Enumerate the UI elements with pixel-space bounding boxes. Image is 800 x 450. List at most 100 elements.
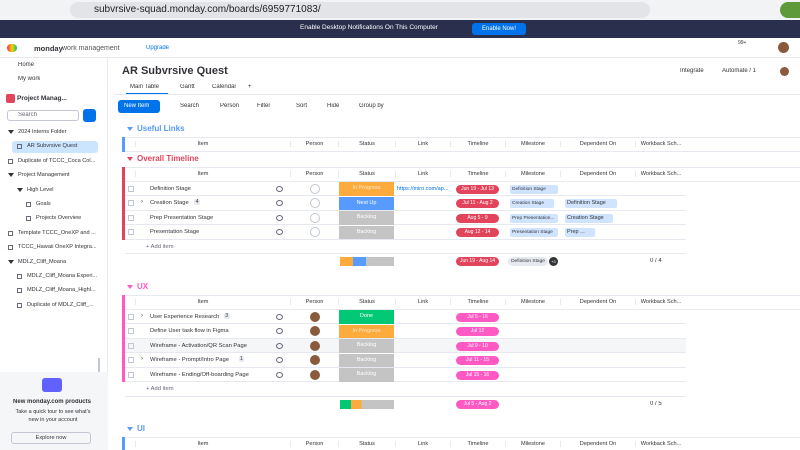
timeline: Jul 11 - Aug 2	[456, 199, 499, 208]
update-icon[interactable]	[276, 328, 283, 334]
update-icon[interactable]	[276, 200, 283, 206]
column-header: Dependent On	[560, 141, 635, 147]
person-avatar	[310, 198, 320, 208]
home[interactable]: Home	[18, 62, 35, 68]
sidebar-item[interactable]: Goals	[36, 201, 51, 207]
person-avatar	[310, 340, 320, 351]
row	[125, 225, 686, 240]
board-icon	[17, 144, 22, 150]
group-caret	[127, 427, 133, 431]
summary-timeline: Jun 19 - Aug 14	[456, 257, 499, 266]
add-item-row	[125, 382, 686, 397]
sidebar-item[interactable]: MDLZ_Cliff_Moana_Highl...	[27, 287, 96, 294]
row-checkbox	[128, 214, 134, 221]
logo	[7, 44, 17, 52]
sidebar-item[interactable]: Duplicate of MDLZ_Cliff_...	[27, 301, 94, 308]
sidebar-item[interactable]: 2024 Interns Folder	[18, 129, 67, 135]
integrate[interactable]: Integrate	[680, 68, 704, 74]
workspace[interactable]: Project Manag...	[17, 95, 67, 102]
sidebar-item[interactable]: AR Subvrsive Quest	[27, 143, 78, 150]
subitem-count: 3	[223, 312, 230, 319]
row-checkbox	[128, 229, 134, 235]
promo-icon	[42, 378, 62, 392]
app-header	[0, 38, 800, 58]
enable-button[interactable]: Enable Now!	[472, 23, 526, 35]
item-name: Define User task flow in Figma	[150, 328, 229, 334]
board-icon	[17, 288, 22, 294]
link[interactable]: https://miro.com/ap...	[397, 185, 449, 192]
item-name: Wireframe - Ending/Off-boarding Page	[150, 371, 249, 378]
tab[interactable]: Gantt	[180, 84, 195, 90]
sidebar-item[interactable]: Projects Overview	[36, 215, 82, 222]
toolbar-item[interactable]: Person	[220, 103, 240, 109]
search-placeholder: Search	[18, 112, 38, 118]
update-icon[interactable]	[276, 357, 283, 363]
row	[125, 324, 686, 339]
column-header: Person	[290, 299, 338, 305]
board-avatar	[780, 67, 789, 76]
toolbar-item[interactable]: New Item	[124, 103, 150, 109]
explore-btn[interactable]: Explore now	[11, 432, 91, 444]
row	[125, 353, 686, 368]
tab[interactable]: Calendar	[212, 84, 237, 90]
update-icon[interactable]	[276, 371, 283, 378]
automate[interactable]: Automate / 1	[722, 68, 757, 74]
sidebar-item[interactable]: Project Management	[18, 172, 70, 179]
upgrade[interactable]: Upgrade	[146, 45, 170, 51]
folder-caret	[8, 259, 14, 264]
column-header: Link	[395, 441, 450, 447]
column-header: Status	[338, 141, 395, 147]
new-item-btn[interactable]	[118, 100, 160, 113]
column-header: Dependent On	[560, 441, 635, 447]
person-avatar	[310, 326, 320, 336]
add-btn[interactable]	[83, 109, 96, 122]
toolbar-item[interactable]: Search	[180, 103, 200, 109]
sidebar-item[interactable]: MDLZ_Cliff_Moana Experi...	[27, 273, 98, 279]
timeline: Jul 15 - 16	[456, 370, 499, 380]
summary-milestone: Definition Stage	[508, 257, 548, 266]
column-header: Person	[290, 141, 338, 147]
update-icon[interactable]	[276, 313, 283, 320]
sidebar-item[interactable]: TCCC_Hawaii OneXP Integra...	[18, 244, 97, 251]
add-item[interactable]: + Add item	[146, 243, 174, 250]
column-header: Item	[135, 171, 270, 177]
summary-more: +3	[549, 257, 558, 266]
sidebar-item[interactable]: Template TCCC_OneXP and ...	[18, 229, 96, 236]
column-header: Timeline	[450, 141, 505, 147]
group-caret	[127, 285, 133, 289]
status: Backlog	[339, 368, 394, 382]
avatar	[778, 42, 789, 53]
toolbar-item[interactable]: Sort	[296, 103, 308, 109]
toolbar-item[interactable]: Hide	[327, 103, 340, 109]
column-header: Person	[290, 171, 338, 177]
item-name: Definition Stage	[150, 185, 191, 192]
timeline: Jul 11 - 15	[456, 356, 499, 365]
group-caret	[127, 157, 133, 161]
summary-timeline: Jul 5 - Aug 2	[456, 399, 499, 409]
toolbar-item[interactable]: Group by	[359, 103, 384, 109]
add-item[interactable]: + Add item	[146, 386, 174, 392]
update-icon[interactable]	[276, 214, 283, 221]
update-icon[interactable]	[276, 229, 283, 235]
update-icon[interactable]	[276, 185, 283, 192]
dependent-chip: Prep ...	[565, 228, 595, 237]
subitem-count: 1	[238, 356, 245, 362]
sidebar-item[interactable]: Duplicate of TCCC_Coca Col...	[18, 157, 96, 164]
sidebar-item[interactable]: High Level	[27, 186, 54, 193]
toolbar-item[interactable]: Filter	[257, 103, 271, 109]
my-work[interactable]: My work	[18, 76, 41, 82]
header-row	[125, 137, 800, 152]
badge: 99+	[738, 40, 747, 46]
timeline: Aug 12 - 14	[456, 228, 499, 237]
status: Backlog	[339, 225, 394, 239]
brand: monday	[34, 44, 63, 53]
column-header: Item	[135, 141, 270, 147]
person-avatar	[310, 227, 320, 237]
tab[interactable]: +	[248, 84, 252, 90]
column-header: Status	[338, 299, 395, 305]
summary-status-bar	[340, 257, 394, 266]
update-icon[interactable]	[276, 342, 283, 349]
sidebar-item[interactable]: MDLZ_Cliff_Moana	[18, 258, 67, 265]
timeline: Jul 12	[456, 327, 499, 336]
tab[interactable]: Main Table	[130, 84, 159, 90]
